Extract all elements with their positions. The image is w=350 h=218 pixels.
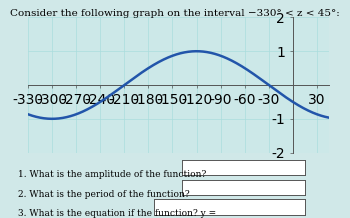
Text: 3. What is the equation if the function? y =: 3. What is the equation if the function?… [18, 209, 216, 218]
Text: Consider the following graph on the interval −330° < z < 45°:: Consider the following graph on the inte… [10, 9, 340, 18]
Text: 1. What is the amplitude of the function?: 1. What is the amplitude of the function… [18, 170, 206, 179]
Text: 2. What is the period of the function?: 2. What is the period of the function? [18, 190, 189, 199]
